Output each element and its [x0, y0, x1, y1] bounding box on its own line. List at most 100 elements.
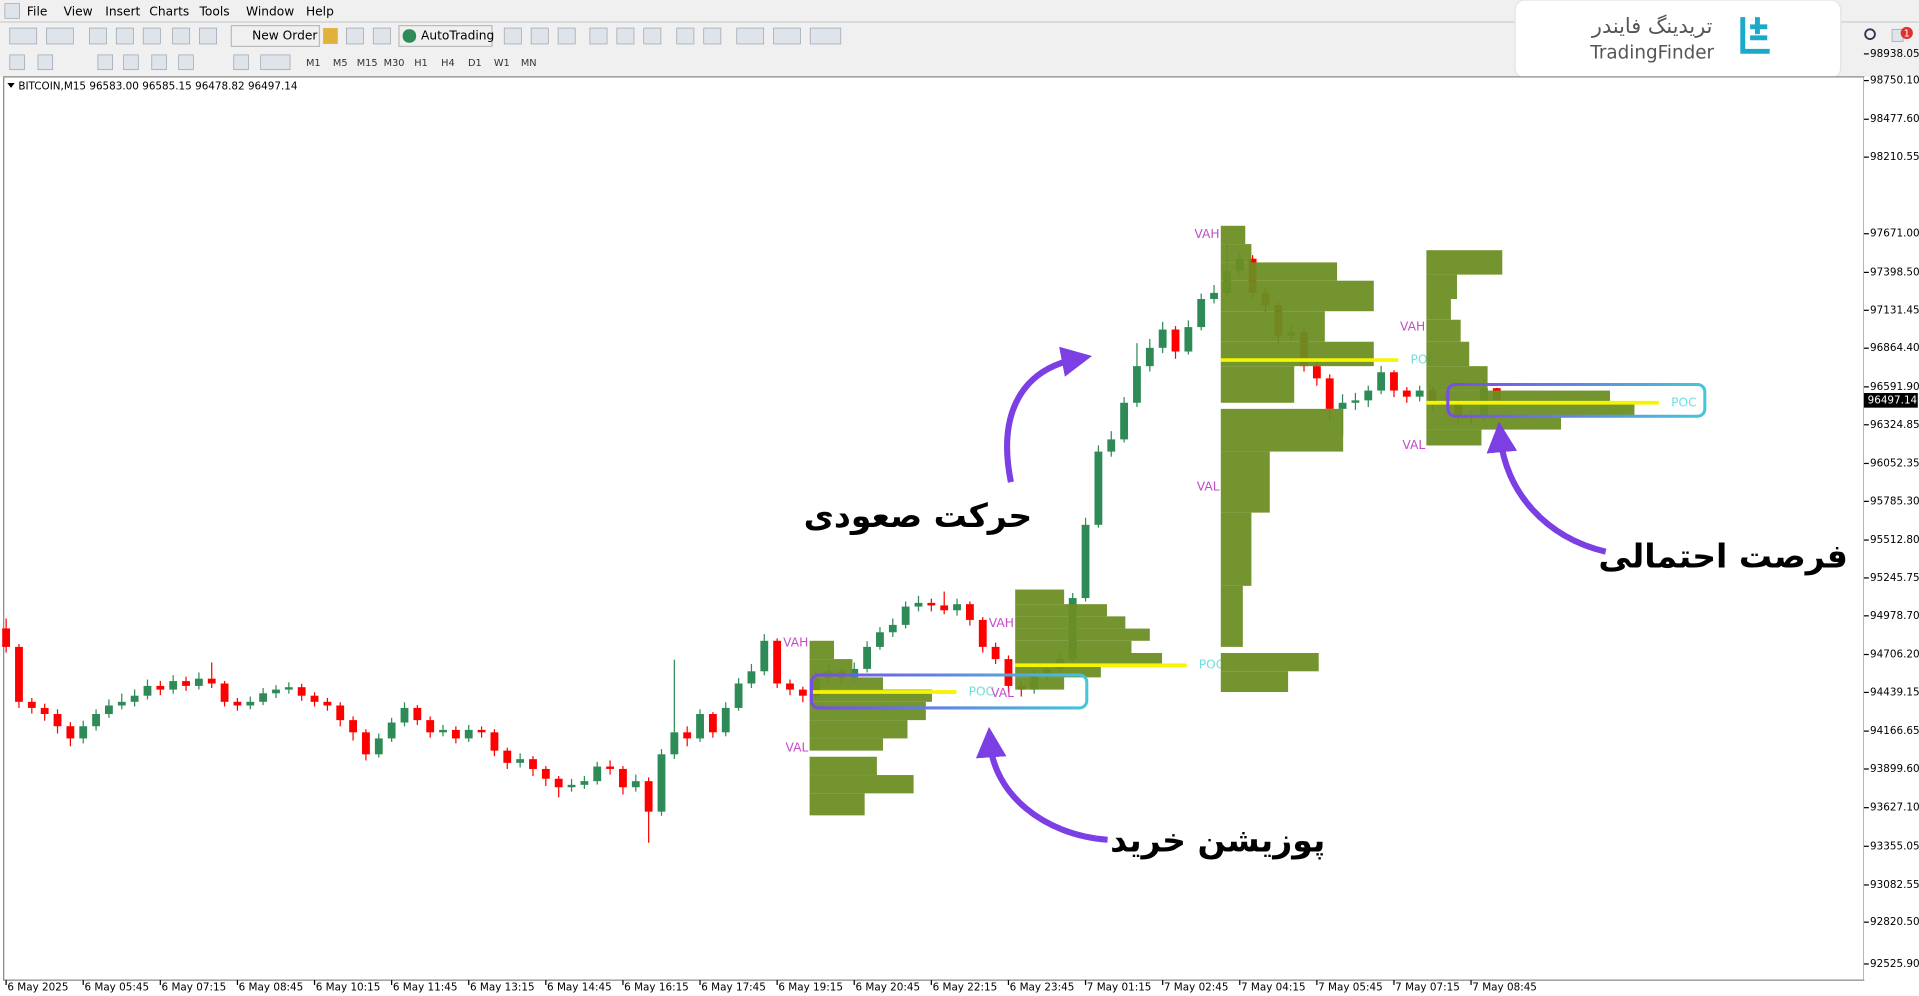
tool-icon[interactable]	[178, 54, 194, 70]
candle-body	[914, 602, 923, 607]
tool-icon[interactable]	[46, 27, 74, 45]
candle-body	[953, 604, 961, 611]
tool-icon[interactable]	[37, 54, 53, 70]
x-tick-label: 6 May 10:15	[316, 981, 381, 993]
tool-icon[interactable]	[503, 27, 522, 45]
y-tick-label: 97131.45	[1870, 304, 1919, 316]
candle-body	[683, 732, 692, 739]
profile-bar	[1220, 366, 1295, 403]
tool-icon[interactable]	[809, 27, 842, 45]
vah-label: VAH	[783, 636, 808, 650]
candle-body	[631, 781, 640, 788]
candle-body	[169, 681, 178, 690]
tool-icon[interactable]	[345, 27, 364, 45]
new-order-label[interactable]: New Order	[252, 29, 318, 43]
tool-icon[interactable]	[97, 54, 113, 70]
profile-bar	[1426, 319, 1461, 342]
tool-icon[interactable]	[199, 27, 217, 45]
tool-icon[interactable]	[557, 27, 576, 45]
candle-body	[1338, 402, 1347, 409]
timeframe-button[interactable]: M5	[333, 58, 348, 69]
candle-body	[284, 687, 293, 690]
tool-icon[interactable]	[172, 27, 191, 45]
profile-bar	[809, 720, 908, 739]
toolbar-icons	[9, 25, 842, 70]
menu-item[interactable]: Tools	[198, 5, 229, 19]
tool-icon[interactable]	[123, 54, 139, 70]
tool-icon[interactable]	[530, 27, 549, 45]
y-tick-label: 92525.90	[1870, 958, 1919, 970]
tool-icon[interactable]	[151, 54, 167, 70]
poc-label: POC	[1671, 395, 1697, 409]
y-tick-label: 94706.20	[1870, 649, 1919, 661]
tool-icon[interactable]	[616, 27, 635, 45]
new-order-button[interactable]	[230, 25, 321, 47]
x-tick-label: 6 May 23:45	[1010, 981, 1075, 993]
tool-icon[interactable]	[736, 27, 765, 45]
y-tick-label: 95245.75	[1870, 572, 1919, 584]
timeframe-button[interactable]: M1	[306, 58, 321, 69]
candle-body	[92, 714, 100, 727]
menu-item[interactable]: Charts	[149, 5, 189, 19]
candle-body	[1364, 390, 1373, 401]
tool-icon[interactable]	[589, 27, 608, 45]
candle-body	[27, 701, 36, 708]
y-tick-label: 92820.50	[1870, 916, 1919, 928]
profile-bar	[1015, 589, 1065, 605]
candle-body	[593, 766, 602, 782]
tool-icon[interactable]	[703, 27, 722, 45]
candle-body	[670, 732, 679, 755]
tool-icon[interactable]	[676, 27, 695, 45]
menu-item[interactable]: Help	[306, 5, 334, 19]
timeframe-button[interactable]: M15	[357, 58, 378, 69]
timeframe-button[interactable]: D1	[468, 58, 482, 69]
profile-bar	[1426, 299, 1451, 320]
val-label: VAL	[991, 686, 1014, 700]
candle-body	[1210, 292, 1218, 300]
x-tick-label: 6 May 16:15	[624, 981, 689, 993]
timeframe-button[interactable]: M30	[384, 58, 405, 69]
menu-item[interactable]: View	[64, 5, 93, 19]
candle-body	[233, 701, 242, 706]
candle-body	[413, 707, 422, 721]
timeframe-button[interactable]: H1	[414, 58, 428, 69]
tool-icon[interactable]	[260, 54, 291, 70]
tool-icon[interactable]	[233, 54, 249, 70]
tool-icon[interactable]	[115, 27, 134, 45]
candle-body	[1133, 366, 1141, 403]
y-tick-label: 96864.40	[1870, 342, 1919, 354]
tool-icon[interactable]	[88, 27, 107, 45]
timeframes: M1 M5 M15 M30 H1 H4 D1 W1 MN	[306, 58, 537, 69]
candle-body	[863, 646, 872, 669]
profile-bar	[1426, 429, 1482, 446]
tool-icon[interactable]	[142, 27, 161, 45]
tool-icon[interactable]	[323, 28, 338, 44]
y-tick-label: 94978.70	[1870, 610, 1919, 622]
tool-icon[interactable]	[9, 54, 25, 70]
tool-icon[interactable]	[643, 27, 662, 45]
y-tick-label: 96324.85	[1870, 419, 1919, 431]
y-tick-label: 94439.15	[1870, 686, 1919, 698]
badge-count: 1	[1904, 29, 1910, 40]
profile-bar	[1220, 280, 1374, 312]
profile-bar	[809, 775, 914, 794]
timeframe-button[interactable]: W1	[494, 58, 510, 69]
tool-icon[interactable]	[9, 27, 38, 45]
timeframe-button[interactable]: MN	[521, 58, 537, 69]
candle-body	[400, 707, 409, 723]
menu-item[interactable]: Window	[246, 5, 294, 19]
candle-body	[15, 646, 23, 702]
timeframe-button[interactable]: H4	[441, 58, 455, 69]
candle-body	[387, 722, 396, 739]
menu-item[interactable]: Insert	[105, 5, 140, 19]
candle-body	[259, 693, 268, 702]
menu-item[interactable]: File	[27, 5, 47, 19]
candle-body	[297, 687, 306, 696]
price-axis	[1863, 76, 1919, 981]
autotrading-label[interactable]: AutoTrading	[421, 29, 494, 43]
tool-icon[interactable]	[372, 27, 391, 45]
search-icon[interactable]	[1864, 28, 1876, 40]
autotrading-button[interactable]	[398, 25, 493, 47]
tool-icon[interactable]	[773, 27, 801, 45]
x-tick-label: 6 May 14:45	[547, 981, 612, 993]
